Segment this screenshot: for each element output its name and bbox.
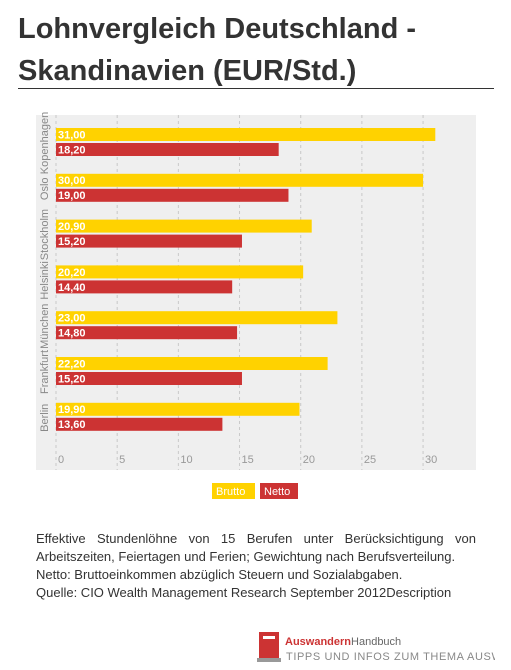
logo-brand2: Handbuch [351,636,401,648]
value-label: 31,00 [58,129,86,141]
chart: 0 5 10 15 20 25 30 Kopenhagen 31,00 18,20 Oslo 30,0… [36,112,476,499]
bar [56,219,312,233]
bar [56,188,289,202]
value-label: 13,60 [58,419,86,431]
y-tick-label: Frankfurt [39,350,51,394]
x-tick-label: 30 [425,454,437,466]
title-rule [18,88,494,89]
legend-label: Brutto [216,486,245,498]
bar [56,417,223,431]
value-label: 14,40 [58,282,86,294]
y-tick-label: Helsinki [39,261,51,300]
x-tick-label: 15 [242,454,254,466]
bar [56,311,338,325]
value-label: 15,20 [58,236,86,248]
legend-label: Netto [264,486,290,498]
bar [56,402,300,416]
value-label: 19,00 [58,190,86,202]
bar [56,372,242,385]
bar [56,326,238,340]
x-tick-label: 25 [364,454,376,466]
bar [56,265,304,279]
legend-swatch [212,483,255,499]
value-label: 19,90 [58,404,86,416]
value-label: 18,20 [58,144,86,156]
logo-text: AuswandernHandbuch [285,636,401,648]
description-line: Effektive Stundenlöhne von 15 Berufen un… [36,531,476,564]
y-tick-label: München [39,304,51,349]
value-label: 20,90 [58,221,86,233]
legend-swatch [260,483,298,499]
y-tick-label: Oslo [39,177,51,200]
x-tick-label: 0 [58,454,64,466]
description: Effektive Stundenlöhne von 15 Berufen un… [36,530,476,602]
value-label: 22,20 [58,358,86,370]
logo-icon [257,658,281,662]
x-tick-label: 20 [303,454,315,466]
y-tick-label: Kopenhagen [39,112,51,174]
description-line: Quelle: CIO Wealth Management Research S… [36,585,452,600]
x-tick-label: 10 [180,454,192,466]
description-line: Netto: Bruttoeinkommen abzüglich Steuern… [36,567,403,582]
y-tick-label: Stockholm [39,209,51,260]
value-label: 30,00 [58,175,86,187]
x-tick-label: 5 [119,454,125,466]
value-label: 14,80 [58,328,86,340]
logo-brand: Auswandern [285,636,351,648]
bar [56,234,242,248]
y-tick-label: Berlin [39,404,51,432]
logo-tagline: TIPPS UND INFOS ZUM THEMA AUSWANDERN [286,651,495,663]
logo: AuswandernHandbuch TIPPS UND INFOS ZUM T… [257,632,495,663]
value-label: 15,20 [58,373,86,385]
bar [56,357,328,370]
bar [56,173,424,187]
title: Lohnvergleich Deutschland - Skandinavien… [18,13,416,87]
bar [56,143,279,156]
logo-icon [263,636,275,639]
value-label: 23,00 [58,313,86,325]
bar [56,128,436,141]
bar [56,280,233,294]
value-label: 20,20 [58,267,86,279]
